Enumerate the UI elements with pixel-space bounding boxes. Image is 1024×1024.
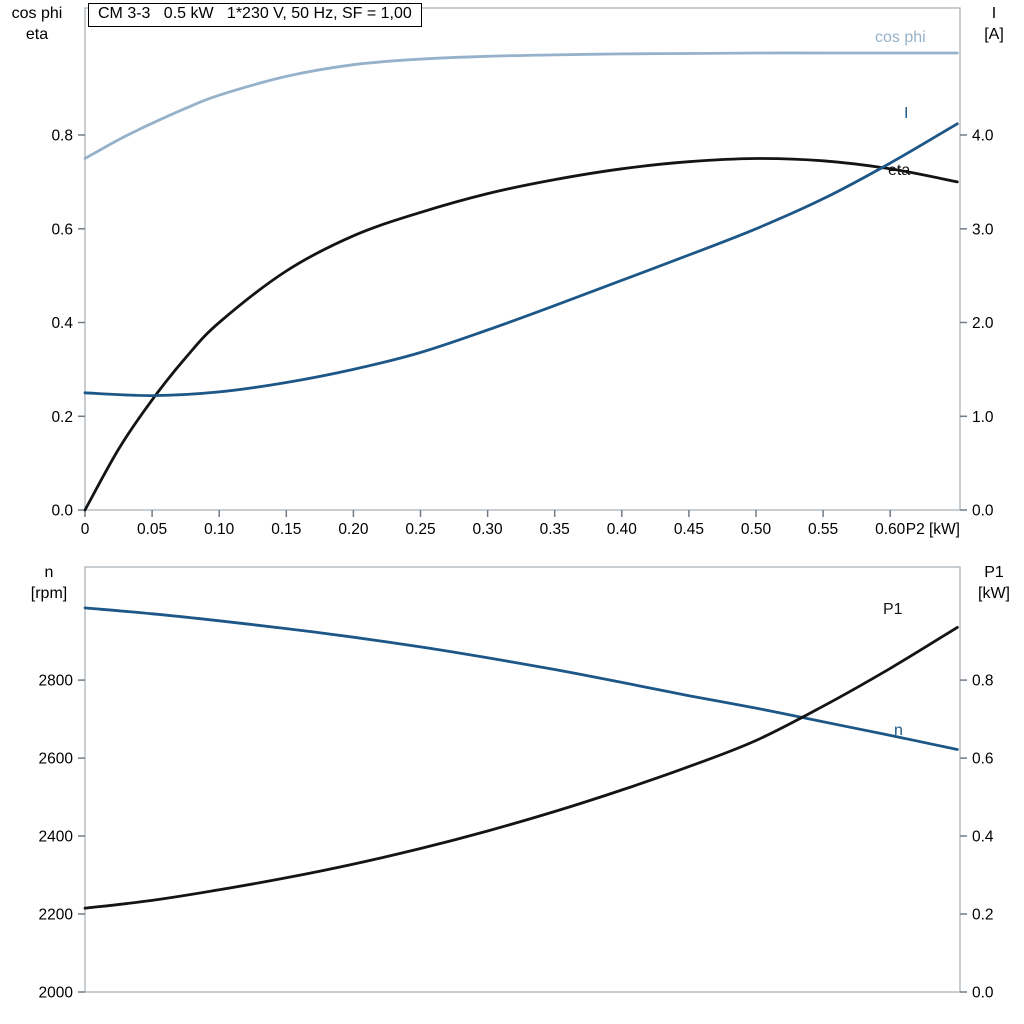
tick-label: 2.0 — [972, 315, 994, 332]
series-line-I — [83, 122, 959, 398]
axis-title-line: [kW] — [978, 585, 1010, 602]
curve-label-n: n — [894, 722, 903, 739]
tick-label: 0.10 — [204, 521, 235, 538]
axis-title-line: [rpm] — [30, 585, 68, 602]
tick-label: 0.6 — [51, 221, 73, 238]
series-line-P1 — [83, 626, 959, 910]
curve-label-eta: eta — [888, 162, 911, 179]
curve-label-cos-phi: cos phi — [875, 29, 926, 46]
tick-label: 0.8 — [972, 673, 994, 690]
series-line-eta — [83, 157, 959, 512]
top-left-axis-title: cos phi eta — [4, 3, 70, 45]
tick-label: 2200 — [39, 907, 74, 924]
axis-title-line: cos phi — [11, 5, 63, 22]
series-line-cos-phi — [83, 51, 959, 160]
tick-label: 1.0 — [972, 409, 994, 426]
axis-title-line: [A] — [984, 26, 1004, 43]
plot-frame — [84, 7, 961, 511]
tick-label: 0.35 — [540, 521, 570, 538]
tick-label: 2600 — [39, 751, 74, 768]
bottom-left-axis-title: n [rpm] — [16, 562, 82, 604]
top-right-axis-title: I [A] — [968, 3, 1020, 45]
tick-label: 0.8 — [51, 128, 73, 145]
tick-label: 0.2 — [51, 409, 73, 426]
tick-label: 0.25 — [405, 521, 435, 538]
tick-label: 2000 — [39, 985, 74, 1002]
tick-label: 0.40 — [607, 521, 638, 538]
tick-label: P2 [kW] — [906, 521, 960, 538]
axis-title-line: P1 — [984, 564, 1004, 581]
curve-label-p1: P1 — [883, 601, 903, 618]
tick-label: 0.4 — [51, 315, 73, 332]
tick-label: 0.2 — [972, 907, 994, 924]
curve-label-current: I — [904, 105, 909, 122]
chart-title-box: CM 3-3 0.5 kW 1*230 V, 50 Hz, SF = 1,00 — [88, 3, 422, 27]
tick-label: 0.60 — [875, 521, 906, 538]
plot-frame — [84, 566, 961, 993]
tick-label: 0.05 — [137, 521, 167, 538]
tick-label: 0.45 — [674, 521, 704, 538]
tick-label: 2400 — [39, 829, 74, 846]
tick-label: 0.6 — [972, 751, 994, 768]
axis-title-line: I — [991, 5, 997, 22]
tick-label: 3.0 — [972, 221, 994, 238]
tick-label: 0.20 — [338, 521, 369, 538]
tick-label: 2800 — [39, 673, 74, 690]
tick-label: 0.0 — [51, 503, 73, 520]
tick-label: 0.4 — [972, 829, 994, 846]
bottom-right-axis-title: P1 [kW] — [968, 562, 1020, 604]
tick-label: 0.30 — [473, 521, 504, 538]
axis-title-line: eta — [25, 26, 49, 43]
tick-label: 0.50 — [741, 521, 772, 538]
tick-label: 4.0 — [972, 128, 994, 145]
tick-label: 0.15 — [271, 521, 301, 538]
tick-label: 0.0 — [972, 503, 994, 520]
axis-title-line: n — [44, 564, 54, 581]
tick-label: 0 — [81, 521, 90, 538]
series-line-n — [83, 606, 959, 751]
tick-label: 0.0 — [972, 985, 994, 1002]
tick-label: 0.55 — [808, 521, 838, 538]
